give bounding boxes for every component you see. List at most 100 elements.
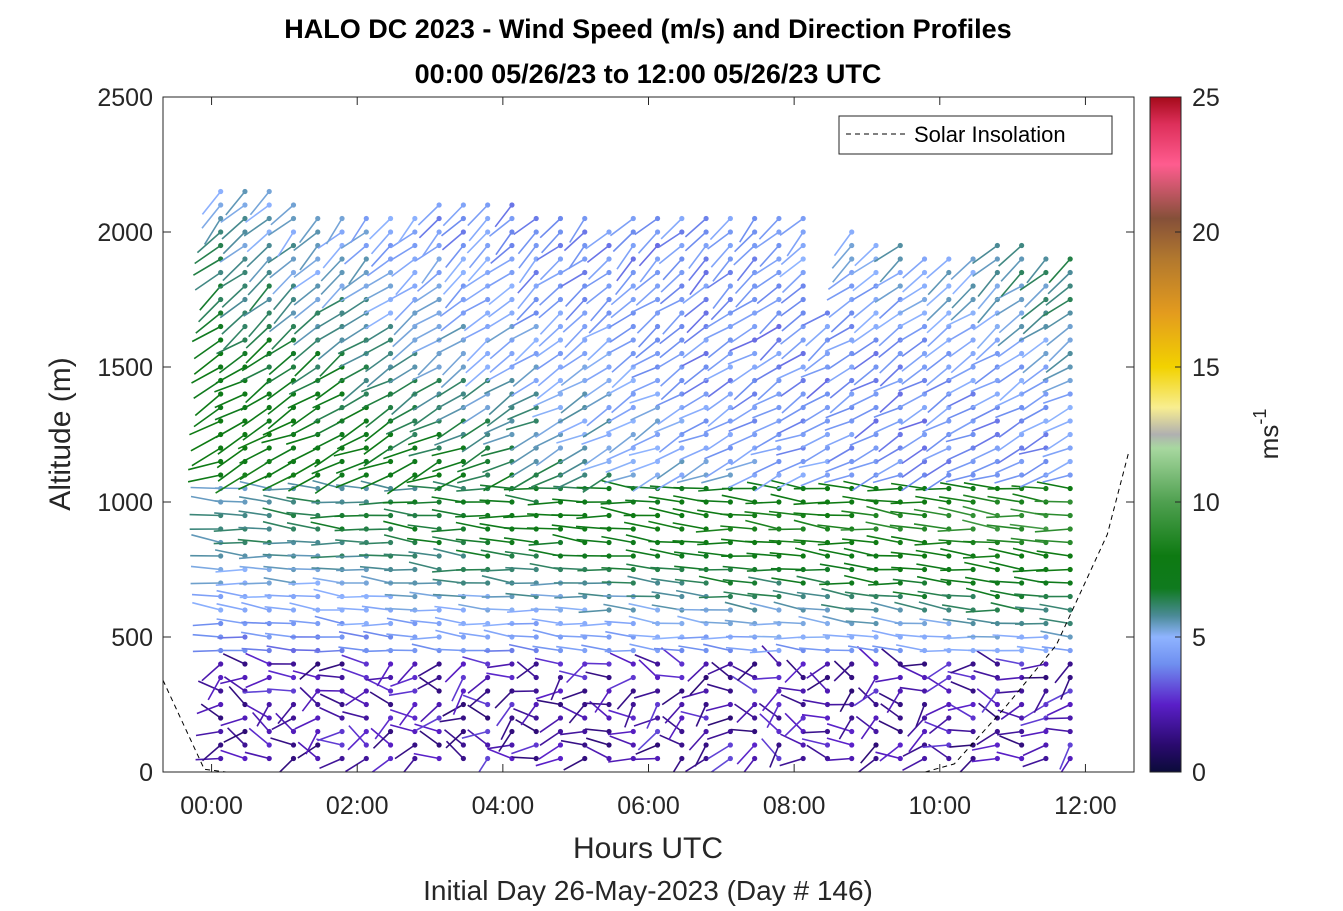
wind-barb-dot [218, 202, 224, 208]
wind-barb-shaft [193, 406, 222, 428]
wind-barb-shaft [1041, 646, 1071, 652]
wind-barb-dot [994, 593, 1000, 600]
wind-barb-dot [582, 418, 588, 424]
wind-barb-shaft [240, 393, 270, 411]
wind-barb-shaft [639, 258, 659, 283]
wind-barb-dot [1043, 296, 1049, 303]
wind-barb-dot [218, 620, 224, 627]
wind-barb-shaft [899, 285, 925, 303]
wind-barb-dot [218, 472, 224, 478]
wind-barb-shaft [853, 298, 877, 319]
wind-barb-shaft [505, 420, 537, 431]
wind-barb-shaft [797, 607, 828, 611]
wind-barb-shaft [278, 757, 295, 772]
wind-barb-shaft [873, 420, 901, 434]
wind-barb-dot [727, 472, 733, 478]
wind-barb-shaft [720, 525, 755, 530]
wind-barb-dot [654, 364, 661, 370]
wind-barb-dot [412, 688, 418, 694]
wind-barb-shaft [359, 554, 391, 557]
wind-barb-shaft [383, 508, 416, 517]
wind-barb-dot [339, 755, 345, 762]
wind-barb-shaft [247, 271, 270, 296]
wind-barb-dot [703, 742, 709, 748]
wind-barb-shaft [1033, 690, 1047, 713]
wind-barb-shaft [890, 551, 925, 557]
wind-barb-shaft [269, 312, 294, 333]
wind-barb-dot [509, 728, 515, 735]
wind-barb-shaft [239, 582, 270, 585]
wind-barb-dot [727, 283, 733, 289]
wind-barb-dot [1019, 607, 1025, 613]
wind-barb-dot [582, 269, 588, 276]
wind-barb-dot [994, 715, 1000, 721]
wind-barb-dot [339, 728, 345, 735]
wind-barb-shaft [376, 663, 392, 687]
wind-barb-shaft [444, 285, 465, 309]
wind-barb-shaft [878, 692, 901, 706]
wind-barb-dot [946, 688, 952, 694]
wind-barb-shaft [827, 447, 853, 463]
wind-barb-shaft [341, 271, 367, 291]
wind-barb-shaft [245, 652, 270, 665]
wind-barb-shaft [681, 460, 707, 480]
wind-barb-shaft [601, 581, 634, 584]
wind-barb-shaft [407, 485, 440, 490]
wind-barb-shaft [536, 352, 561, 371]
wind-barb-dot [1067, 431, 1073, 438]
wind-barb-shaft [386, 474, 416, 495]
wind-barb-shaft [879, 366, 901, 387]
wind-barb-dot [606, 512, 612, 519]
wind-barb-dot [679, 445, 685, 451]
wind-barb-dot [485, 296, 491, 303]
wind-barb-shaft [631, 433, 658, 448]
wind-barb-shaft [558, 447, 586, 465]
wind-barb-dot [485, 256, 491, 262]
wind-barb-dot [800, 283, 806, 289]
wind-barb-shaft [313, 588, 343, 598]
wind-barb-shaft [946, 312, 974, 327]
x-tick-label: 06:00 [617, 792, 680, 820]
wind-barb-shaft [687, 663, 707, 682]
wind-barb-dot [897, 283, 903, 289]
wind-barb-shaft [695, 704, 707, 727]
wind-barb-dot [339, 431, 345, 438]
wind-barb-dot [727, 580, 733, 586]
wind-barb-shaft [628, 615, 658, 625]
wind-barb-shaft [511, 744, 537, 755]
wind-barb-shaft [947, 406, 974, 420]
wind-barb-shaft [631, 298, 658, 313]
wind-barb-shaft [223, 325, 246, 350]
wind-barb-shaft [820, 603, 852, 611]
wind-barb-shaft [776, 366, 804, 380]
wind-barb-shaft [1034, 500, 1071, 503]
wind-barb-shaft [773, 621, 804, 625]
wind-barb-shaft [409, 420, 440, 433]
wind-barb-dot [387, 688, 394, 694]
wind-barb-shaft [586, 406, 610, 427]
wind-barb-dot [460, 701, 466, 708]
wind-barb-dot [460, 391, 466, 397]
wind-barb-shaft [704, 366, 731, 382]
wind-barb-dot [679, 674, 685, 681]
wind-barb-dot [921, 323, 928, 330]
wind-barb-dot [727, 512, 733, 519]
wind-barb-shaft [311, 460, 343, 475]
wind-barb-shaft [733, 379, 756, 401]
wind-barb-shaft [383, 553, 415, 557]
wind-barb-dot [1019, 728, 1025, 735]
wind-barb-shaft [560, 366, 586, 387]
colorbar-tick-label: 25 [1192, 84, 1220, 112]
wind-barb-dot [921, 499, 928, 505]
wind-barb-dot [412, 674, 418, 681]
wind-barb-dot [897, 728, 903, 735]
wind-barb-dot [994, 418, 1000, 424]
wind-barb-dot [485, 539, 491, 546]
wind-barb-shaft [560, 739, 585, 746]
wind-barb-dot [557, 728, 564, 735]
wind-barb-shaft [383, 447, 416, 460]
wind-barb-dot [703, 296, 709, 303]
wind-barb-shaft [410, 619, 440, 625]
wind-barb-shaft [682, 285, 707, 304]
wind-barb-shaft [807, 339, 829, 362]
